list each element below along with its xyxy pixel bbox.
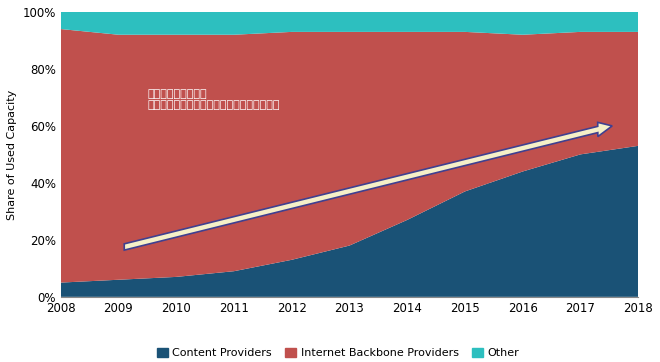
Text: 国際帯域幅に占める
コンテンツプロバイダーの割合が大きく増加: 国際帯域幅に占める コンテンツプロバイダーの割合が大きく増加 — [147, 89, 280, 110]
Y-axis label: Share of Used Capacity: Share of Used Capacity — [7, 89, 17, 219]
Legend: Content Providers, Internet Backbone Providers, Other: Content Providers, Internet Backbone Pro… — [152, 343, 523, 362]
FancyArrow shape — [124, 122, 612, 250]
